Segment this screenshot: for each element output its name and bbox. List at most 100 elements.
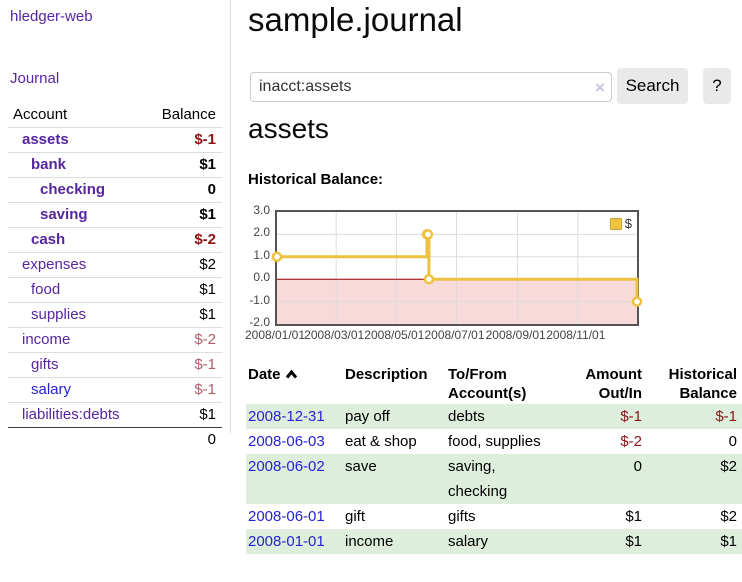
plot-canvas <box>271 212 643 324</box>
account-row: saving $1 <box>8 202 222 228</box>
account-link[interactable]: cash <box>31 231 66 248</box>
register-row: 2008-12-31 pay off debts $-1 $-1 <box>246 404 742 429</box>
account-balance: $-2 <box>194 231 216 248</box>
chart-heading: Historical Balance: <box>248 171 384 188</box>
account-balance: $-1 <box>194 381 216 398</box>
x-tick-label: 2008/11/01 <box>546 328 606 342</box>
register-description: eat & shop <box>345 433 417 450</box>
register-row: 2008-06-02 save saving, checking 0 $2 <box>246 454 742 504</box>
account-balance: $1 <box>199 306 216 323</box>
register-amount: $-2 <box>620 433 642 450</box>
account-heading: assets <box>248 113 329 144</box>
account-link[interactable]: liabilities:debts <box>22 406 120 423</box>
accounts-total-row: 0 <box>8 427 222 453</box>
register-header-amount: Amount Out/In <box>585 366 642 402</box>
register-amount: $1 <box>553 529 642 554</box>
account-link[interactable]: supplies <box>31 306 87 323</box>
search-input[interactable] <box>250 72 612 102</box>
account-row: salary $-1 <box>8 377 222 403</box>
account-link[interactable]: food <box>31 281 61 298</box>
register-amount: 0 <box>553 454 642 504</box>
account-balance: $-2 <box>194 331 216 348</box>
register-amount: $1 <box>625 508 642 525</box>
y-tick-label: -2.0 <box>249 315 270 329</box>
x-tick-label: 2008/09/01 <box>485 328 546 342</box>
account-balance: $1 <box>199 406 216 423</box>
account-row: food $1 <box>8 277 222 303</box>
account-link[interactable]: bank <box>31 156 67 173</box>
register-description: gift <box>345 508 366 525</box>
accounts-table: Account Balance assets $-1 bank $1 checkin… <box>8 104 222 452</box>
register-date-link[interactable]: 2008-12-31 <box>248 408 325 425</box>
account-row: supplies $1 <box>8 302 222 328</box>
account-row: cash $-2 <box>8 227 222 253</box>
accounts-header-balance: Balance <box>161 106 216 123</box>
register-date-link[interactable]: 2008-06-03 <box>248 433 325 450</box>
account-balance: $-1 <box>194 131 216 148</box>
register-row: 2008-01-01 income salary $1 $1 <box>246 529 742 554</box>
legend-label: $ <box>624 216 632 231</box>
account-link[interactable]: gifts <box>31 356 59 373</box>
account-link[interactable]: saving <box>40 206 88 223</box>
register-accounts: debts <box>448 404 553 429</box>
account-balance: $1 <box>199 156 216 173</box>
register-header-date[interactable]: Date <box>246 364 345 404</box>
search-button[interactable]: Search <box>617 68 688 104</box>
account-link[interactable]: expenses <box>22 256 87 273</box>
sidebar-item-journal[interactable]: Journal <box>10 70 60 87</box>
account-balance: $-1 <box>194 356 216 373</box>
register-date-link[interactable]: 2008-01-01 <box>248 533 325 550</box>
account-row: expenses $2 <box>8 252 222 278</box>
account-link[interactable]: salary <box>31 381 72 398</box>
register-description: save <box>345 454 448 504</box>
app-title-link[interactable]: hledger-web <box>10 8 93 25</box>
sort-ascending-icon <box>285 366 298 385</box>
page-title: sample.journal <box>248 1 463 38</box>
y-tick-label: 3.0 <box>253 203 270 217</box>
account-row: bank $1 <box>8 152 222 178</box>
x-tick-label: 2008/03/01 <box>304 328 365 342</box>
register-date-link[interactable]: 2008-06-01 <box>248 508 325 525</box>
register-header-description: Description <box>345 366 428 383</box>
account-link[interactable]: assets <box>22 131 69 148</box>
register-table: Date Description To/From Account(s) Amou… <box>246 364 742 554</box>
account-balance: $2 <box>199 256 216 273</box>
y-tick-label: 1.0 <box>253 247 270 262</box>
account-link[interactable]: income <box>22 331 71 348</box>
y-axis-labels: 3.0 2.0 1.0 0.0 -1.0 -2.0 <box>238 203 270 329</box>
register-balance: $2 <box>642 454 742 504</box>
x-tick-label: 2008/07/01 <box>424 328 485 342</box>
accounts-header-account: Account <box>13 106 68 123</box>
account-link[interactable]: checking <box>40 181 106 198</box>
register-row: 2008-06-03 eat & shop food, supplies $-2… <box>246 429 742 454</box>
register-description: income <box>345 529 448 554</box>
x-axis-labels: 2008/01/01 2008/03/01 2008/05/01 2008/07/01… <box>245 328 635 343</box>
register-header-accounts: To/From Account(s) <box>448 366 527 402</box>
register-description: pay off <box>345 404 448 429</box>
legend-swatch <box>609 217 622 230</box>
x-tick-label: 2008/01/01 <box>244 328 306 342</box>
register-balance: $2 <box>720 508 737 525</box>
account-balance: 0 <box>207 181 216 198</box>
account-row: liabilities:debts $1 <box>8 402 222 428</box>
account-row: income $-2 <box>8 327 222 353</box>
register-accounts: gifts <box>448 508 476 525</box>
clear-search-icon[interactable]: × <box>595 78 605 97</box>
account-balance: $1 <box>199 281 216 298</box>
y-tick-label: 2.0 <box>253 225 270 240</box>
x-tick-label: 2008/05/01 <box>364 328 425 342</box>
help-button[interactable]: ? <box>703 68 731 104</box>
register-row: 2008-06-01 gift gifts $1 $2 <box>246 504 742 529</box>
register-accounts: food, supplies <box>448 433 541 450</box>
plot-area: $ <box>271 210 643 326</box>
register-balance: $1 <box>642 529 742 554</box>
register-amount: $-1 <box>553 404 642 429</box>
register-date-link[interactable]: 2008-06-02 <box>248 458 325 475</box>
account-row: gifts $-1 <box>8 352 222 378</box>
y-tick-label: -1.0 <box>249 292 270 307</box>
register-balance: 0 <box>728 433 737 450</box>
register-accounts: saving, checking <box>448 454 553 504</box>
y-tick-label: 0.0 <box>253 270 270 285</box>
account-balance: $1 <box>199 206 216 223</box>
register-accounts: salary <box>448 529 553 554</box>
